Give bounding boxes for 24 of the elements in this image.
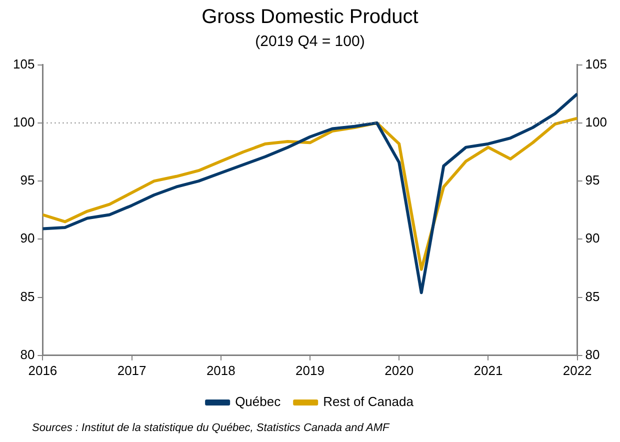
y2-tick-label: 90 [585,230,600,246]
y2-tick-label: 105 [585,56,608,72]
legend-label: Québec [235,394,282,410]
x-tick-label: 2021 [474,362,503,378]
y-tick-label: 105 [12,56,35,72]
y2-tick-label: 95 [585,172,600,188]
x-tick-label: 2018 [206,362,236,378]
y2-tick-label: 100 [585,114,608,130]
legend-label: Rest of Canada [323,394,414,410]
x-tick-label: 2020 [384,362,414,378]
y2-tick-label: 85 [585,288,600,304]
chart-title: Gross Domestic Product [200,6,420,29]
y-tick-label: 85 [20,288,35,304]
y-tick-label: 80 [20,346,35,362]
y2-tick-label: 80 [585,346,600,362]
chart-subtitle: (2019 Q4 = 100) [254,33,366,50]
x-tick-label: 2016 [28,362,58,378]
y-tick-label: 100 [12,114,35,130]
x-tick-label: 2017 [117,362,146,378]
y-tick-label: 95 [20,172,35,188]
y-tick-label: 90 [20,230,35,246]
x-tick-label: 2022 [562,362,592,378]
x-tick-label: 2019 [296,362,324,378]
source-note: Sources : Institut de la statistique du Québec, Statistics Canada and AMF [32,422,390,434]
